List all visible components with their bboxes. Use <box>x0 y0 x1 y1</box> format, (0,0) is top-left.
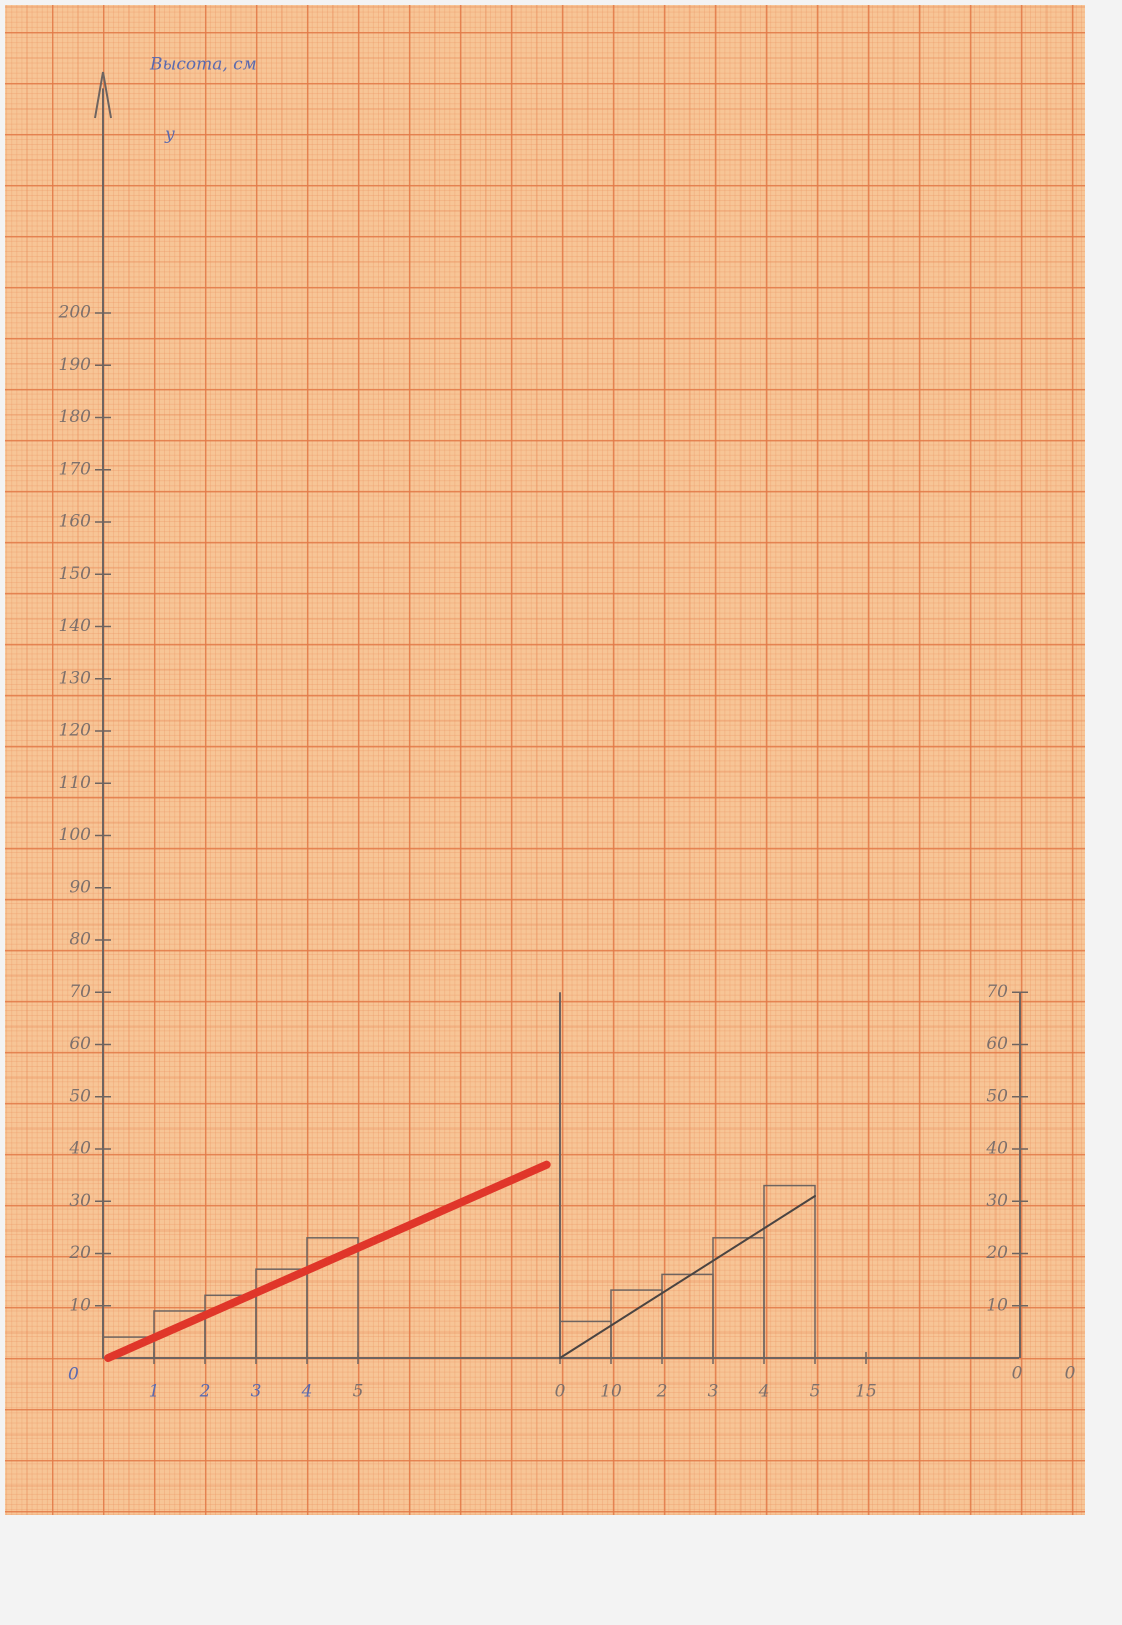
histogram-bar <box>763 1184 816 1359</box>
y-tick-label: 180 <box>59 407 92 427</box>
y-tick-label: 170 <box>59 459 92 479</box>
x-tick-label: 10 <box>600 1382 622 1402</box>
y-tick-label: 80 <box>69 930 91 950</box>
trend-line <box>104 1160 551 1362</box>
x-tick-label: 2 <box>656 1382 668 1402</box>
y-tick-label: 10 <box>986 1295 1008 1315</box>
x-tick-label: 2 <box>199 1382 211 1402</box>
y-axis-label: y <box>164 125 175 145</box>
y-tick-label: 160 <box>59 512 92 532</box>
x-tick-label: 5 <box>353 1382 364 1402</box>
x-tick-label: 0 <box>555 1382 566 1402</box>
x-label: 0 <box>1012 1364 1023 1384</box>
y-tick-label: 40 <box>985 1139 1008 1159</box>
y-tick-label: 30 <box>69 1191 91 1211</box>
histogram-bar <box>306 1237 359 1359</box>
y-tick-label: 30 <box>986 1191 1008 1211</box>
histogram-bar <box>610 1289 663 1359</box>
origin-label: 0 <box>68 1365 79 1385</box>
chart-title: Высота, см <box>149 55 257 75</box>
trend-line <box>559 1195 816 1359</box>
x-tick-label: 15 <box>855 1382 877 1402</box>
y-tick-label: 150 <box>59 564 92 584</box>
x-tick-label: 5 <box>810 1382 821 1402</box>
y-tick-label: 70 <box>986 982 1008 1002</box>
y-tick-label: 120 <box>59 721 92 741</box>
y-tick-label: 50 <box>986 1086 1008 1106</box>
x-tick-label: 4 <box>758 1382 770 1402</box>
y-tick-label: 20 <box>68 1243 91 1263</box>
y-tick-label: 60 <box>986 1034 1008 1054</box>
x-tick-label: 4 <box>301 1382 313 1402</box>
y-tick-label: 110 <box>59 773 92 793</box>
y-tick-label: 130 <box>59 668 92 688</box>
y-tick-label: 140 <box>59 616 92 636</box>
x-label: 0 <box>1065 1364 1076 1384</box>
y-tick-label: 200 <box>58 303 92 323</box>
axis-arrow <box>94 71 112 119</box>
y-tick-label: 20 <box>985 1243 1008 1263</box>
x-tick-label: 3 <box>251 1382 262 1402</box>
y-tick-label: 90 <box>69 877 91 897</box>
y-tick-label: 40 <box>68 1139 91 1159</box>
y-tick-label: 70 <box>69 982 91 1002</box>
y-tick-label: 100 <box>59 825 92 845</box>
histogram-bar <box>661 1273 714 1359</box>
x-tick-label: 1 <box>149 1382 160 1402</box>
y-tick-label: 60 <box>69 1034 91 1054</box>
y-tick-label: 10 <box>69 1295 91 1315</box>
x-tick-label: 3 <box>708 1382 719 1402</box>
y-tick-label: 50 <box>69 1086 91 1106</box>
y-tick-label: 190 <box>59 355 92 375</box>
graph-paper <box>5 5 1085 1515</box>
